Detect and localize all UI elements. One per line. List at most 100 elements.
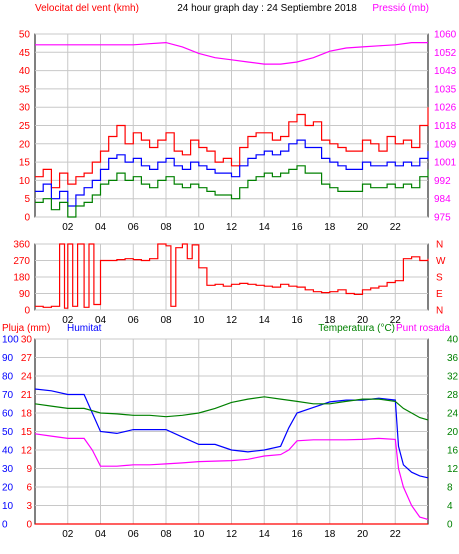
wind-x-tick: 12 [226, 222, 238, 233]
graph-title: 24 hour graph day : 24 Septiembre 2018 [177, 3, 357, 14]
humidity-y-tick: 20 [2, 483, 14, 494]
rain-y-tick: 18 [21, 409, 33, 420]
humidity-x-tick: 02 [62, 529, 74, 540]
wind-gust-series [35, 107, 429, 189]
pressure-series [35, 41, 428, 65]
wind-y-tick: 30 [19, 103, 31, 114]
wind-y-tick: 25 [19, 121, 31, 132]
direction-y-tick: 90 [19, 289, 31, 300]
humidity-y-tick: 40 [2, 446, 14, 457]
direction-y-tick: 0 [24, 306, 30, 317]
humidity-x-tick: 22 [390, 529, 402, 540]
humidity-y-tick: 0 [2, 520, 8, 531]
humidity-x-tick: 10 [193, 529, 205, 540]
rain-y-tick: 30 [21, 335, 33, 346]
temperature-axis-label: Temperatura (°C) [318, 323, 395, 334]
humidity-axis-label: Humitat [67, 323, 102, 334]
wind-y-tick: 35 [19, 84, 31, 95]
rain-y-tick: 12 [21, 446, 33, 457]
direction-y-tick: 180 [13, 273, 30, 284]
temperature-y-tick: 20 [447, 427, 459, 438]
temperature-y-tick: 36 [447, 353, 459, 364]
pressure-y-tick: 1026 [434, 103, 457, 114]
direction-x-tick: 14 [259, 315, 271, 326]
direction-x-tick: 06 [128, 315, 140, 326]
wind-average-series [35, 139, 429, 207]
direction-y-tick: 360 [13, 240, 30, 251]
direction-x-tick: 16 [291, 315, 303, 326]
direction-compass-label: N [436, 306, 443, 317]
pressure-y-tick: 992 [434, 176, 451, 187]
temperature-y-tick: 12 [447, 464, 459, 475]
wind-y-tick: 10 [19, 176, 31, 187]
rain-y-tick: 15 [21, 427, 33, 438]
temperature-y-tick: 28 [447, 390, 459, 401]
direction-x-tick: 10 [193, 315, 205, 326]
wind-y-tick: 20 [19, 139, 31, 150]
wind-x-tick: 22 [390, 222, 402, 233]
humidity-series [34, 388, 429, 479]
wind-y-tick: 40 [19, 66, 31, 77]
direction-x-tick: 12 [226, 315, 238, 326]
pressure-y-tick: 975 [434, 213, 451, 224]
wind-x-tick: 04 [95, 222, 107, 233]
wind-y-tick: 5 [24, 194, 30, 205]
direction-x-tick: 18 [324, 315, 336, 326]
rain-y-tick: 0 [26, 520, 32, 531]
humidity-y-tick: 100 [2, 335, 19, 346]
pressure-y-tick: 1001 [434, 158, 457, 169]
pressure-y-tick: 1009 [434, 139, 457, 150]
rain-y-tick: 9 [26, 464, 32, 475]
humidity-x-tick: 18 [324, 529, 336, 540]
humidity-y-tick: 90 [2, 353, 14, 364]
pressure-y-tick: 1018 [434, 121, 457, 132]
rain-y-tick: 24 [21, 372, 33, 383]
rain-y-tick: 27 [21, 353, 33, 364]
direction-x-tick: 02 [62, 315, 74, 326]
wind-x-tick: 20 [357, 222, 369, 233]
humidity-x-tick: 16 [291, 529, 303, 540]
dewpoint-axis-label: Punt rosada [396, 323, 450, 334]
humidity-x-tick: 20 [357, 529, 369, 540]
humidity-x-tick: 14 [259, 529, 271, 540]
temperature-y-tick: 4 [447, 501, 453, 512]
humidity-y-tick: 50 [2, 427, 14, 438]
wind-x-tick: 16 [291, 222, 303, 233]
pressure-y-tick: 984 [434, 194, 451, 205]
wind-y-tick: 15 [19, 158, 31, 169]
wind-speed-axis-label: Velocitat del vent (kmh) [35, 3, 139, 14]
direction-compass-label: E [436, 289, 443, 300]
wind-x-tick: 06 [128, 222, 140, 233]
pressure-y-tick: 1043 [434, 66, 457, 77]
direction-y-tick: 270 [13, 256, 30, 267]
humidity-y-tick: 60 [2, 409, 14, 420]
humidity-y-tick: 70 [2, 390, 14, 401]
wind-x-tick: 08 [160, 222, 172, 233]
wind-x-tick: 14 [259, 222, 271, 233]
rain-y-tick: 6 [26, 483, 32, 494]
temperature-y-tick: 0 [447, 520, 453, 531]
wind-y-tick: 45 [19, 48, 31, 59]
humidity-x-tick: 04 [95, 529, 107, 540]
humidity-y-tick: 10 [2, 501, 14, 512]
direction-x-tick: 08 [160, 315, 172, 326]
direction-x-tick: 20 [357, 315, 369, 326]
temperature-series [34, 396, 429, 421]
pressure-axis-label: Pressió (mb) [372, 3, 429, 14]
pressure-y-tick: 1052 [434, 48, 457, 59]
rain-y-tick: 21 [21, 390, 33, 401]
wind-low-series [35, 165, 429, 218]
temperature-y-tick: 32 [447, 372, 459, 383]
direction-compass-label: S [436, 273, 443, 284]
wind-x-tick: 02 [62, 222, 74, 233]
direction-x-tick: 22 [390, 315, 402, 326]
pressure-y-tick: 1035 [434, 84, 457, 95]
rain-axis-label: Pluja (mm) [2, 323, 50, 334]
temperature-y-tick: 8 [447, 483, 453, 494]
humidity-x-tick: 08 [160, 529, 172, 540]
direction-compass-label: W [436, 256, 446, 267]
rain-y-tick: 3 [26, 501, 32, 512]
wind-x-tick: 18 [324, 222, 336, 233]
humidity-y-tick: 30 [2, 464, 14, 475]
